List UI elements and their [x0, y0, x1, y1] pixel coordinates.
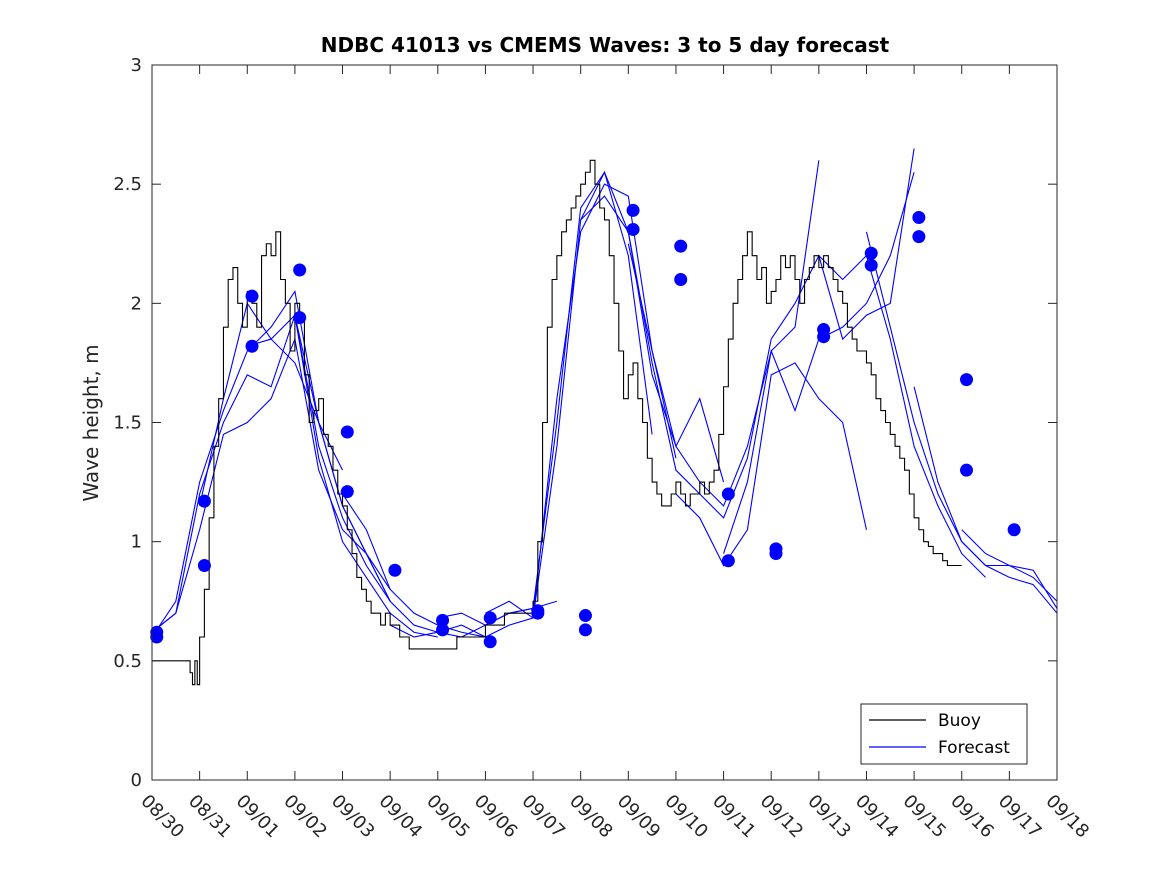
legend-label-forecast: Forecast — [938, 738, 1010, 758]
forecast-marker — [483, 635, 497, 649]
x-tick-label: 09/04 — [375, 791, 427, 843]
forecast-marker — [674, 239, 688, 253]
legend-box — [860, 703, 1028, 765]
forecast-marker — [197, 559, 211, 572]
x-tick-label: 09/18 — [1041, 791, 1093, 843]
forecast-marker — [150, 625, 164, 639]
x-tick-label: 08/30 — [136, 791, 188, 843]
forecast-line-9 — [485, 183, 677, 619]
x-tick-label: 09/05 — [422, 791, 474, 843]
y-axis-label: Wave height, m — [79, 344, 103, 501]
x-tick-label: 09/08 — [565, 791, 617, 843]
forecast-line-13 — [675, 362, 868, 567]
x-tick-label: 09/06 — [470, 791, 522, 843]
forecast-line-4 — [247, 314, 438, 638]
forecast-marker — [340, 425, 354, 439]
x-tick-label: 09/16 — [946, 791, 998, 843]
x-tick-label: 09/14 — [851, 791, 903, 843]
forecast-marker — [197, 494, 211, 508]
forecast-marker — [1007, 523, 1021, 537]
forecast-line-15 — [770, 148, 915, 341]
x-tick-label: 09/10 — [660, 791, 712, 843]
forecast-marker — [578, 609, 592, 623]
y-axis: 0 0.5 1 1.5 2 2.5 3 — [113, 55, 1057, 791]
legend-label-buoy: Buoy — [938, 711, 981, 731]
forecast-marker — [578, 623, 592, 637]
forecast-marker — [626, 203, 640, 217]
x-tick-label: 09/09 — [613, 791, 665, 843]
forecast-marker — [293, 311, 307, 325]
x-tick-label: 09/17 — [994, 791, 1046, 843]
forecast-marker — [769, 547, 783, 561]
forecast-line-16 — [818, 254, 986, 578]
forecast-marker — [340, 485, 354, 499]
forecast-marker — [245, 289, 259, 303]
x-tick-label: 09/11 — [708, 791, 760, 843]
forecast-line-5 — [294, 315, 486, 638]
forecast-line-19 — [961, 529, 1058, 609]
x-tick-label: 08/31 — [184, 791, 236, 843]
forecast-marker — [388, 563, 402, 577]
x-tick-label: 09/02 — [279, 791, 331, 843]
y-tick-label: 2 — [131, 293, 142, 314]
x-tick-label: 09/07 — [518, 791, 570, 843]
x-tick-label: 09/03 — [327, 791, 379, 843]
x-tick-label: 09/13 — [803, 791, 855, 843]
forecast-line-0 — [151, 337, 391, 633]
forecast-marker — [626, 222, 640, 236]
forecast-marker — [912, 230, 926, 244]
x-tick-label: 09/12 — [756, 791, 808, 843]
legend: Buoy Forecast — [860, 703, 1028, 765]
y-tick-label: 1 — [131, 532, 142, 553]
chart-title: NDBC 41013 vs CMEMS Waves: 3 to 5 day fo… — [321, 33, 890, 57]
forecast-marker — [721, 554, 735, 568]
forecast-marker — [531, 606, 545, 620]
forecast-line-18 — [913, 386, 1058, 602]
buoy-line — [152, 159, 962, 686]
forecast-marker — [436, 613, 450, 627]
forecast-marker — [245, 339, 259, 353]
y-tick-label: 2.5 — [113, 174, 142, 195]
forecast-marker — [864, 258, 878, 272]
forecast-marker — [960, 463, 973, 477]
forecast-marker — [912, 211, 926, 225]
forecast-marker — [293, 263, 307, 277]
forecast-markers-group — [150, 203, 1021, 649]
x-tick-label: 09/15 — [899, 791, 951, 843]
y-tick-label: 0 — [131, 770, 142, 791]
forecast-line-6 — [342, 493, 534, 638]
x-tick-label: 09/01 — [232, 791, 284, 843]
forecast-line-1 — [151, 315, 391, 633]
y-tick-label: 1.5 — [113, 413, 142, 434]
forecast-marker — [436, 623, 450, 637]
forecast-line-11 — [580, 195, 772, 519]
buoy-series-group — [152, 159, 962, 686]
forecast-marker — [483, 611, 497, 625]
forecast-marker — [674, 273, 688, 286]
y-tick-label: 3 — [131, 55, 142, 76]
forecast-marker — [864, 246, 878, 260]
forecast-marker — [960, 373, 973, 387]
forecast-marker — [721, 487, 735, 501]
forecast-marker — [817, 330, 831, 344]
forecast-line-12 — [627, 160, 820, 507]
y-tick-label: 0.5 — [113, 651, 142, 672]
